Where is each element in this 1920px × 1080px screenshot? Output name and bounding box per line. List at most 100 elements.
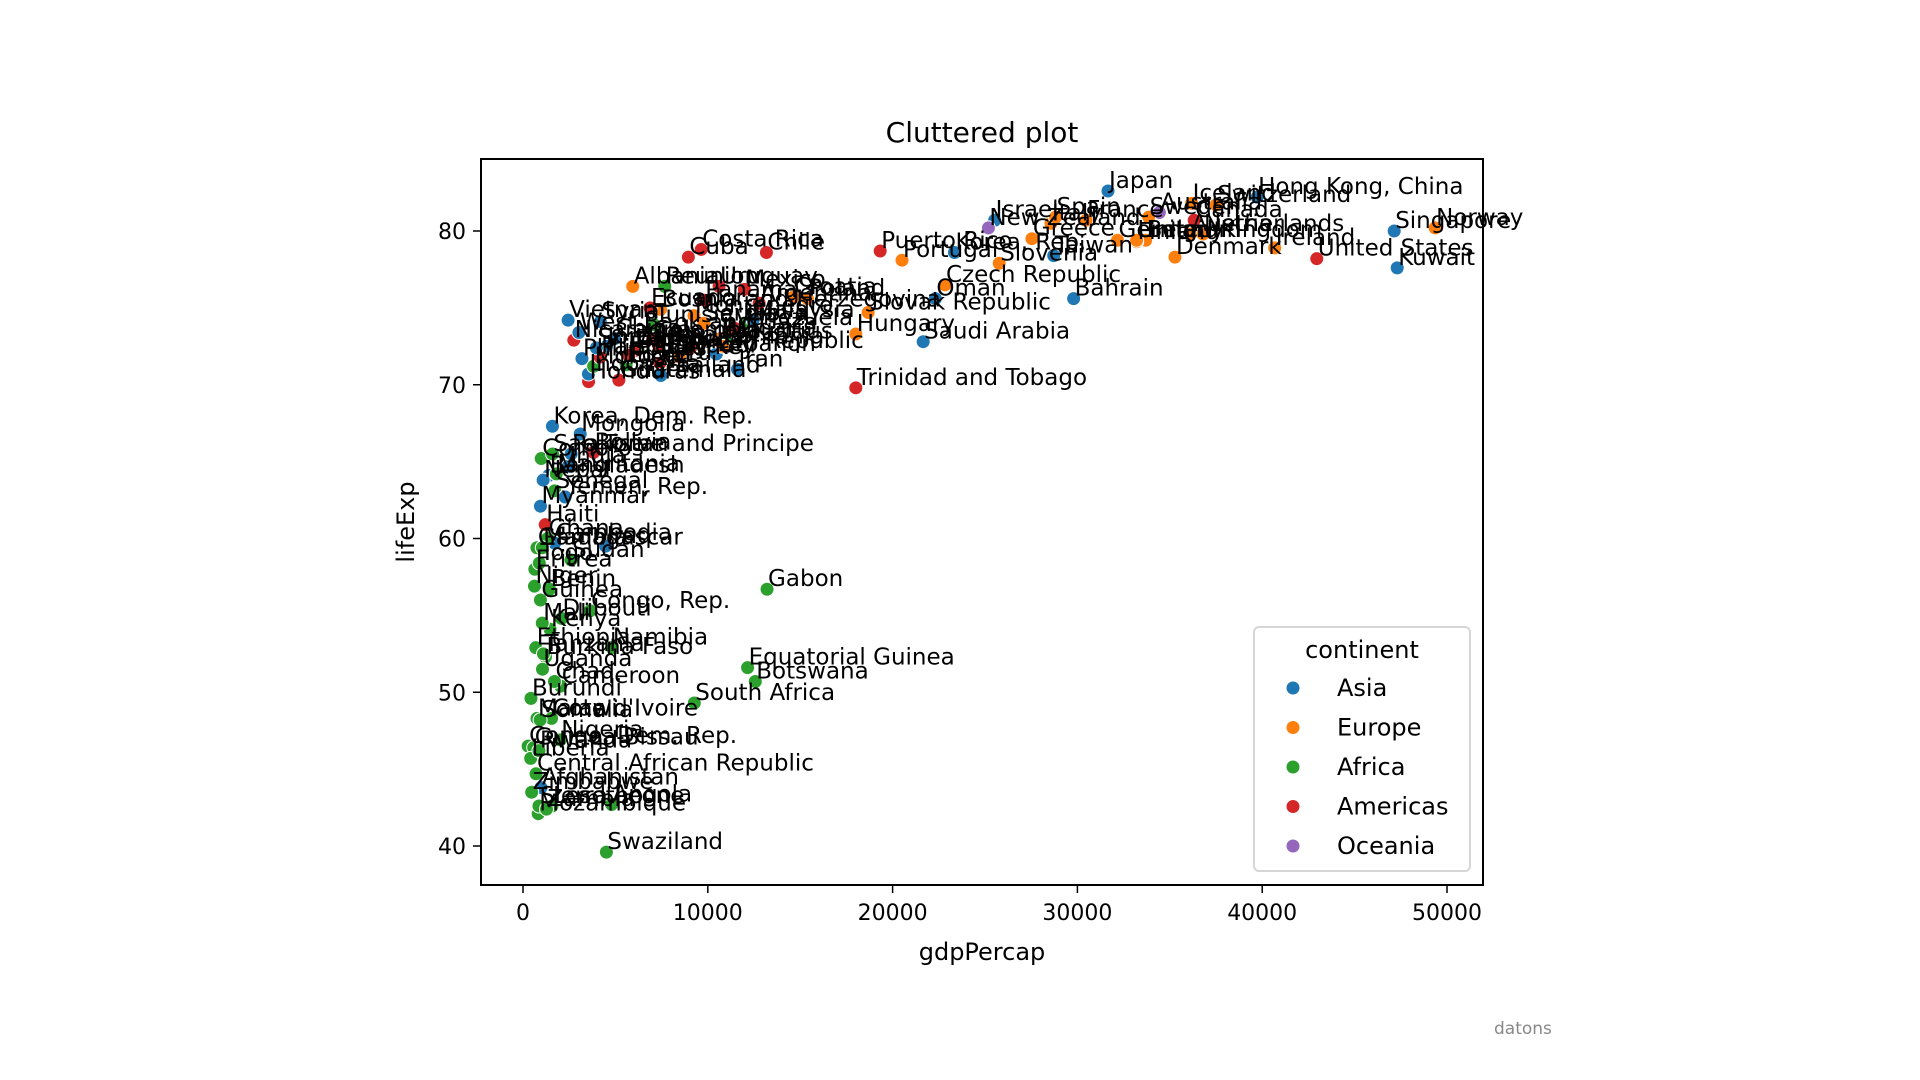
data-point [534, 540, 550, 556]
point-label: Nicaragua [575, 317, 692, 343]
point-label: Hong Kong, China [1258, 174, 1463, 200]
data-point [545, 446, 561, 462]
y-tick-label: 50 [438, 681, 466, 706]
point-label: Liberia [532, 735, 610, 761]
legend-entry-label: Oceania [1337, 832, 1435, 860]
point-label: Hungary [857, 311, 955, 337]
point-label: Morocco [595, 343, 691, 369]
point-label: Benin [551, 566, 616, 592]
point-label: Taiwan [1054, 233, 1133, 259]
point-label: Eritrea [536, 546, 613, 572]
legend-marker [1286, 721, 1300, 734]
point-label: Senegal [556, 468, 649, 494]
point-label: Mozambique [539, 791, 686, 817]
data-point [715, 338, 731, 354]
point-label: Zambia [547, 786, 634, 812]
point-label: Libya [747, 300, 809, 326]
point-label: Thailand [661, 353, 761, 379]
point-label: Uruguay [720, 263, 818, 289]
data-point [537, 517, 553, 533]
plot-frame [480, 158, 1484, 886]
legend-marker [1286, 800, 1300, 813]
point-label: Gambia [538, 525, 627, 551]
data-point [526, 578, 542, 594]
data-point [894, 252, 910, 268]
point-label: West Bank and Gaza [580, 309, 818, 335]
data-point [671, 349, 687, 365]
data-point [523, 690, 539, 706]
data-point [653, 368, 669, 384]
point-label: Burkina Faso [546, 634, 693, 660]
point-label: Paraguay [601, 334, 708, 360]
point-label: Reunion [666, 263, 759, 289]
data-point [758, 245, 774, 261]
point-label: Angola [613, 781, 692, 807]
data-point [1389, 260, 1405, 276]
point-label: Slovenia [1000, 240, 1098, 266]
point-label: Germany [1119, 217, 1225, 243]
point-label: Canada [1195, 197, 1283, 223]
data-point [535, 646, 551, 662]
point-label: Swaziland [607, 829, 723, 855]
legend-entry-label: Europe [1337, 714, 1421, 742]
x-tick-label: 50000 [1412, 901, 1482, 926]
data-point [693, 241, 709, 257]
data-point [1208, 197, 1224, 213]
data-point [531, 743, 547, 759]
point-label: Iceland [1193, 180, 1276, 206]
data-point [604, 796, 620, 812]
data-point [598, 844, 614, 860]
data-point [1186, 212, 1202, 228]
point-label: Belgium [1147, 217, 1241, 243]
point-label: Argentina [760, 280, 872, 306]
point-label: Uganda [544, 646, 633, 672]
data-point [548, 466, 564, 482]
point-label: Rwanda [540, 728, 632, 754]
point-label: Pakistan [572, 431, 668, 457]
point-label: Yemen, Rep. [565, 474, 708, 500]
data-point [991, 255, 1007, 271]
point-label: Albania [634, 263, 720, 289]
point-label: Ecuador [651, 285, 746, 311]
point-label: Iran [738, 346, 783, 372]
data-point [1386, 223, 1402, 239]
point-label: Brazil [692, 325, 756, 351]
point-label: Cameroon [562, 663, 680, 689]
data-point [745, 312, 761, 328]
point-label: Syria [601, 299, 659, 325]
y-axis-label: lifeExp [392, 481, 420, 562]
data-point [650, 337, 666, 353]
point-label: Algeria [639, 326, 720, 352]
y-axis: 40 50 60 70 80 [438, 220, 481, 860]
point-label: Korea, Rep. [955, 230, 1086, 256]
point-label: Guinea-Bissau [535, 725, 699, 751]
x-axis: 0 10000 20000 30000 40000 50000 [516, 885, 1482, 926]
data-point [740, 660, 756, 676]
data-point [532, 712, 548, 728]
point-label: Greece [1033, 216, 1115, 242]
data-point [696, 292, 712, 308]
data-point [747, 673, 763, 689]
point-label: Puerto Rico [881, 228, 1012, 254]
chart-title: Cluttered plot [886, 116, 1079, 149]
data-point [574, 351, 590, 367]
data-point [588, 340, 604, 356]
data-point [848, 380, 864, 396]
legend-marker [1286, 681, 1300, 695]
point-label: Sierra Leone [540, 783, 684, 809]
point-label: Lesotho [553, 783, 643, 809]
point-label: Singapore [1395, 208, 1511, 234]
point-label: Mali [543, 600, 590, 626]
point-label: Togo [539, 540, 593, 566]
point-label: Burundi [532, 675, 622, 701]
x-tick-label: 0 [516, 901, 530, 926]
data-point [915, 334, 931, 350]
data-point [563, 446, 579, 462]
point-label: Madagascar [543, 525, 683, 551]
data-point [759, 581, 775, 597]
legend: continent Asia Europe Africa Americas Oceani… [1253, 626, 1471, 872]
x-tick-label: 30000 [1042, 901, 1112, 926]
point-label: Poland [808, 276, 885, 302]
data-point [686, 695, 702, 711]
data-point [1048, 209, 1064, 225]
